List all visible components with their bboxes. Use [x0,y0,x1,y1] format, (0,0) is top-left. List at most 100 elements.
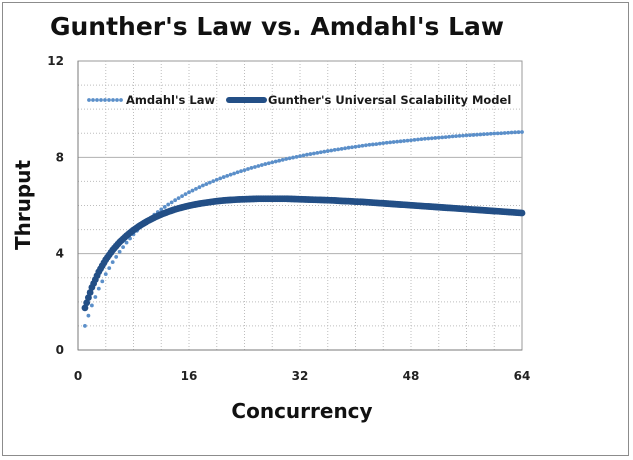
data-point [117,249,122,254]
data-point-marker [204,182,209,186]
legend-marker-dot [111,98,115,102]
y-tick-label: 12 [47,54,64,68]
data-point [513,130,517,135]
data-point-marker [488,131,493,136]
data-point-marker [447,134,452,139]
data-point-marker [93,295,98,299]
data-point-marker [287,156,292,161]
data-point [311,151,316,156]
x-tick-label: 32 [292,369,309,383]
data-point [298,154,302,159]
data-point-marker [190,188,195,193]
data-point-marker [183,192,188,197]
legend-marker-dot [99,98,103,102]
data-point-marker [86,313,91,318]
data-point [506,130,511,135]
data-point [367,142,372,147]
data-point [422,136,427,141]
data-point-marker [239,169,243,174]
data-point [339,147,344,151]
data-point-marker [357,144,361,149]
data-point [450,134,455,139]
data-point-marker [322,149,327,154]
data-point-marker [391,140,396,144]
data-point [214,177,219,182]
data-point-marker [454,134,458,139]
data-point-marker [370,142,375,147]
data-point [325,149,330,153]
data-point [388,140,393,145]
data-point-marker [273,159,278,164]
data-point-marker [481,132,486,137]
data-point [263,162,268,166]
data-point-marker [100,279,105,284]
grid [77,60,523,351]
data-point-marker [516,130,521,135]
data-point [291,155,295,160]
series-layer [81,130,526,328]
data-point-marker [176,196,181,201]
data-point [277,158,282,163]
data-point [103,272,108,277]
data-point [159,207,164,212]
legend-label: Amdahl's Law [126,93,215,107]
data-point [381,141,386,146]
data-point [353,144,358,149]
data-point [221,175,226,179]
data-point [207,180,212,185]
legend-marker-dot [115,98,119,102]
data-point [173,198,178,203]
data-point [124,240,129,245]
data-point [346,145,351,150]
data-point [194,186,198,191]
data-point [96,286,101,291]
data-point-marker [301,153,306,158]
x-tick-label: 16 [181,369,198,383]
data-point-marker [86,289,94,296]
data-point [332,147,337,152]
legend-marker-dot [119,98,123,102]
y-tick-label: 0 [56,343,64,357]
series-1 [83,130,524,328]
y-tick-label: 4 [56,247,64,261]
data-point [409,138,413,143]
chart-title: Gunther's Law vs. Amdahl's Law [50,12,504,41]
data-point [235,170,240,175]
data-point [402,139,406,143]
data-point [200,183,205,188]
data-point [242,168,247,173]
data-point [256,164,261,168]
x-tick-label: 0 [74,369,82,383]
data-point-marker [107,266,112,271]
x-tick-label: 48 [403,369,420,383]
data-point-marker [85,294,92,302]
data-point [429,136,434,141]
data-point-marker [384,140,389,145]
data-point [360,143,365,148]
data-point [89,303,94,308]
data-point-marker [440,135,445,140]
legend-label: Gunther's Universal Scalability Model [268,93,511,107]
data-point [457,134,462,138]
data-point-marker [259,163,264,167]
x-tick-label: 64 [514,369,531,383]
data-point-marker [197,185,202,190]
y-axis-title: Thruput [11,160,35,251]
data-point [443,135,448,140]
data-point-marker [232,171,236,176]
data-point-marker [253,165,257,169]
legend-entry-1: Amdahl's Law [87,93,215,107]
data-point-marker [83,299,91,307]
series-2 [81,195,526,312]
data-point-marker [461,133,465,138]
data-point [471,133,476,137]
data-point [249,166,254,170]
legend-marker-dot [91,98,95,102]
data-point-marker [343,146,347,151]
data-point [284,157,289,161]
data-point-marker [468,133,472,138]
data-point-marker [225,173,230,178]
data-point-marker [412,137,417,142]
data-point-marker [211,179,216,184]
